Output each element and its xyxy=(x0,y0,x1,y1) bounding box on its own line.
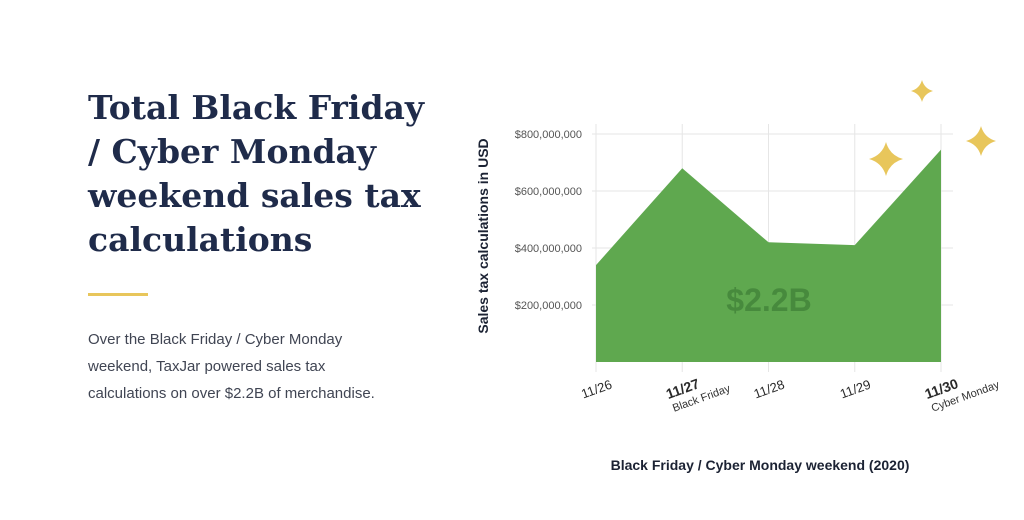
x-tick-label: 11/29 xyxy=(838,377,873,402)
x-tick-group: 11/28 xyxy=(752,377,787,402)
sparkle-icon xyxy=(966,126,996,156)
sparkle-icon xyxy=(911,80,933,102)
y-tick-label: $600,000,000 xyxy=(515,186,582,198)
area-series xyxy=(596,149,941,362)
y-tick-labels: $200,000,000 $400,000,000 $600,000,000 $800… xyxy=(515,129,582,312)
x-tick-label: 11/28 xyxy=(752,377,787,402)
y-axis-label: Sales tax calculations in USD xyxy=(475,138,491,333)
x-tick-group: 11/26 xyxy=(579,377,614,402)
headline-block: Total Black Friday / Cyber Monday weeken… xyxy=(88,86,428,262)
body-text: Over the Black Friday / Cyber Monday wee… xyxy=(88,331,375,402)
x-axis-label: Black Friday / Cyber Monday weekend (202… xyxy=(611,457,910,473)
accent-rule xyxy=(88,293,148,296)
y-tick-label: $800,000,000 xyxy=(515,129,582,141)
total-annotation: $2.2B xyxy=(726,282,811,318)
sparkle-icon xyxy=(869,142,903,176)
sparkles xyxy=(869,80,996,176)
y-tick-label: $200,000,000 xyxy=(515,300,582,312)
headline: Total Black Friday / Cyber Monday weeken… xyxy=(88,88,425,259)
y-tick-label: $400,000,000 xyxy=(515,243,582,255)
x-tick-group: 11/29 xyxy=(838,377,873,402)
x-tick-label: 11/26 xyxy=(579,377,614,402)
